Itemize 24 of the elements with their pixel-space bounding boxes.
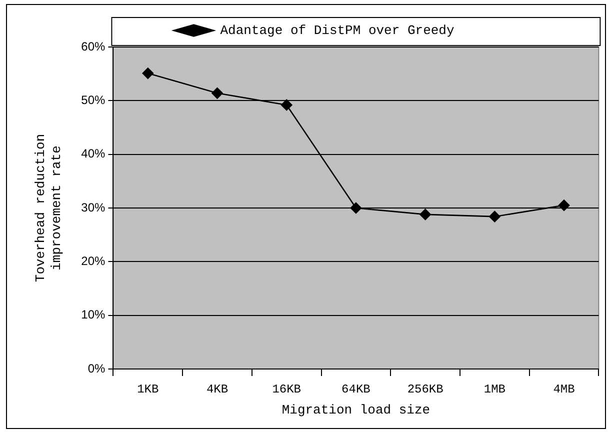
y-tick-label: 10% (81, 308, 106, 322)
x-tick-label: 16KB (272, 382, 302, 396)
point (558, 200, 570, 211)
y-tick-label: 30% (81, 200, 106, 214)
point (489, 210, 500, 222)
x-tick-label: 256KB (407, 382, 444, 396)
y-axis-title: Toverhead reduction improvement rate (33, 134, 64, 282)
y-tick-label: 50% (81, 92, 106, 107)
point (420, 208, 431, 220)
point (280, 99, 292, 111)
x-tick-label: 1MB (484, 382, 506, 396)
legend-label: Adantage of DistPM over Greedy (220, 22, 454, 38)
x-tick-label: 4MB (553, 382, 575, 396)
y-tick-label: 0% (88, 361, 106, 376)
y-tick-label: 60% (81, 39, 106, 54)
x-tick-label: 4KB (206, 382, 228, 396)
point (142, 68, 154, 79)
point (212, 88, 223, 99)
point (350, 202, 362, 214)
x-axis-title: Migration load size (282, 402, 430, 418)
x-tick-label: 1KB (137, 382, 159, 396)
y-tick-label: 40% (81, 146, 106, 161)
y-tick-label: 20% (81, 254, 106, 268)
x-tick-label: 64KB (342, 382, 370, 396)
